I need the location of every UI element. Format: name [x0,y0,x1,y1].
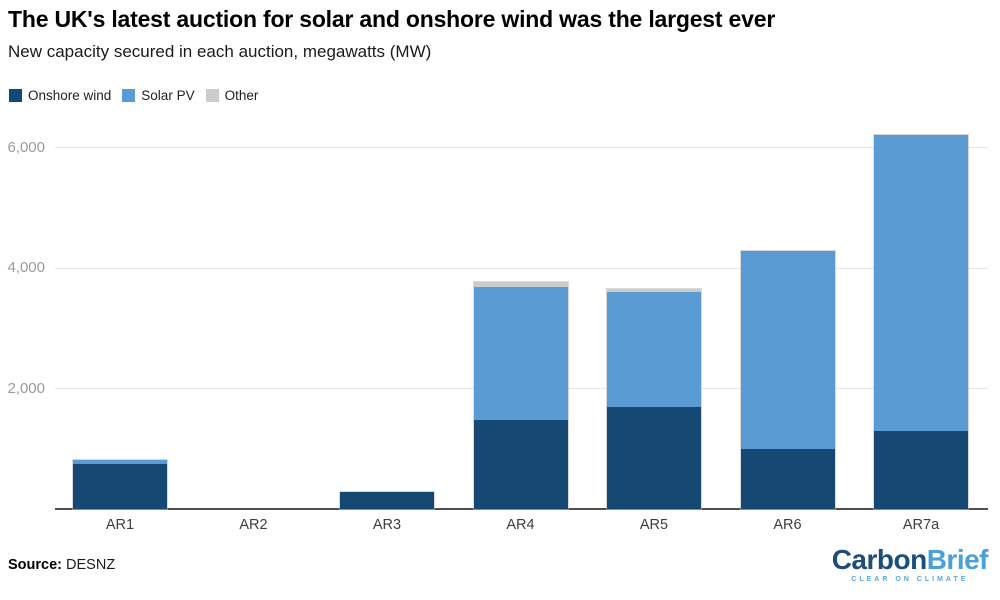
source-note: Source: DESNZ [8,557,115,573]
chart-title: The UK's latest auction for solar and on… [8,6,776,32]
x-tick-label-AR5: AR5 [639,517,669,533]
bar-AR5 [607,289,701,509]
x-axis-line [55,508,988,510]
gridline-4000 [55,267,988,269]
bar-AR6 [740,250,835,509]
segment-AR6-solar-pv [740,250,835,450]
segment-AR3-onshore-wind [340,492,434,509]
legend-item-other: Other [205,88,259,103]
other-swatch [205,89,219,102]
segment-AR5-other [607,289,701,293]
segment-AR4-onshore-wind [473,419,568,509]
chart-legend: Onshore wind Solar PV Other [9,88,258,103]
x-tick-label-AR7a: AR7a [902,517,940,533]
y-tick-label-2000: 2,000 [7,379,45,397]
logo-tagline: CLEAR ON CLIMATE [851,576,969,583]
segment-AR1-onshore-wind [73,463,167,509]
bar-AR7a [874,134,968,509]
solar-pv-swatch [122,89,136,102]
bar-AR3 [340,492,434,509]
legend-label-other: Other [224,88,259,103]
bar-AR1 [73,459,167,509]
x-tick-label-AR1: AR1 [105,517,135,533]
segment-AR7a-onshore-wind [874,430,968,509]
x-tick-label-AR4: AR4 [506,517,535,533]
y-tick-label-4000: 4,000 [7,259,45,276]
onshore-wind-swatch [9,89,22,102]
segment-AR5-onshore-wind [607,406,701,509]
legend-label-onshore-wind: Onshore wind [28,88,112,103]
segment-AR4-other [473,281,568,287]
gridline-6000 [55,147,988,148]
legend-label-solar-pv: Solar PV [141,88,195,103]
x-tick-label-AR6: AR6 [773,517,802,533]
segment-AR1-solar-pv [73,459,167,464]
legend-item-solar-pv: Solar PV [122,88,195,103]
x-tick-label-AR2: AR2 [239,517,268,533]
source-value: DESNZ [66,557,116,573]
segment-AR7a-solar-pv [874,134,968,431]
x-tick-label-AR3: AR3 [372,517,402,533]
logo-brief-text: Brief [926,544,989,575]
bar-AR4 [473,281,568,509]
logo-carbon-text: Carbon [831,544,928,575]
legend-item-onshore-wind: Onshore wind [9,88,111,103]
segment-AR5-solar-pv [607,292,701,407]
source-label: Source: [8,557,62,573]
carbonbrief-logo: CarbonBrief CLEAR ON CLIMATE [831,544,989,584]
segment-AR4-solar-pv [473,286,568,420]
logo-wordmark: CarbonBrief [831,544,989,575]
y-tick-label-6000: 6,000 [7,138,45,156]
segment-AR6-onshore-wind [740,449,835,509]
chart-subtitle: New capacity secured in each auction, me… [8,42,432,61]
